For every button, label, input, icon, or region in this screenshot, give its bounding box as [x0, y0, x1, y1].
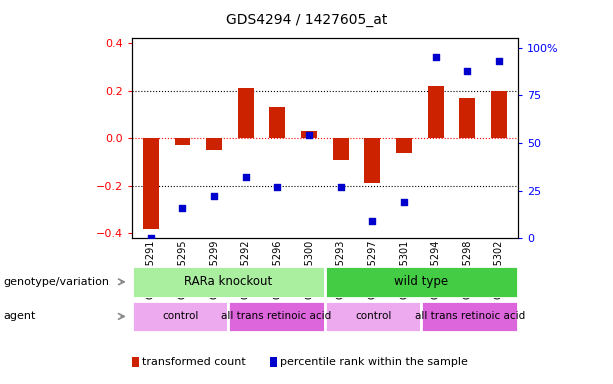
Text: RARa knockout: RARa knockout: [185, 275, 272, 288]
Bar: [206, 138, 222, 150]
Bar: [428, 86, 444, 138]
Bar: [228, 301, 325, 332]
Point: [399, 199, 409, 205]
Point: [241, 174, 251, 180]
Bar: [270, 108, 285, 138]
Bar: [422, 301, 518, 332]
Bar: [270, 357, 277, 367]
Bar: [132, 357, 139, 367]
Text: all trans retinoic acid: all trans retinoic acid: [414, 311, 525, 321]
Point: [431, 55, 441, 61]
Bar: [301, 131, 317, 138]
Text: GDS4294 / 1427605_at: GDS4294 / 1427605_at: [226, 13, 387, 27]
Text: agent: agent: [3, 311, 36, 321]
Text: all trans retinoic acid: all trans retinoic acid: [221, 311, 332, 321]
Point: [304, 132, 314, 139]
Bar: [132, 301, 228, 332]
Point: [178, 205, 188, 211]
Bar: [132, 266, 325, 298]
Point: [146, 235, 156, 241]
Bar: [491, 91, 507, 138]
Text: control: control: [355, 311, 391, 321]
Bar: [238, 88, 254, 138]
Bar: [333, 138, 349, 160]
Text: transformed count: transformed count: [142, 357, 245, 367]
Point: [209, 193, 219, 199]
Text: wild type: wild type: [394, 275, 449, 288]
Point: [462, 68, 472, 74]
Text: percentile rank within the sample: percentile rank within the sample: [280, 357, 467, 367]
Point: [336, 184, 346, 190]
Point: [273, 184, 283, 190]
Bar: [325, 266, 518, 298]
Bar: [175, 138, 191, 146]
Bar: [325, 301, 422, 332]
Bar: [396, 138, 412, 152]
Point: [367, 218, 377, 224]
Bar: [365, 138, 380, 184]
Text: genotype/variation: genotype/variation: [3, 277, 109, 287]
Point: [494, 58, 504, 64]
Bar: [143, 138, 159, 228]
Text: control: control: [162, 311, 198, 321]
Bar: [459, 98, 475, 138]
